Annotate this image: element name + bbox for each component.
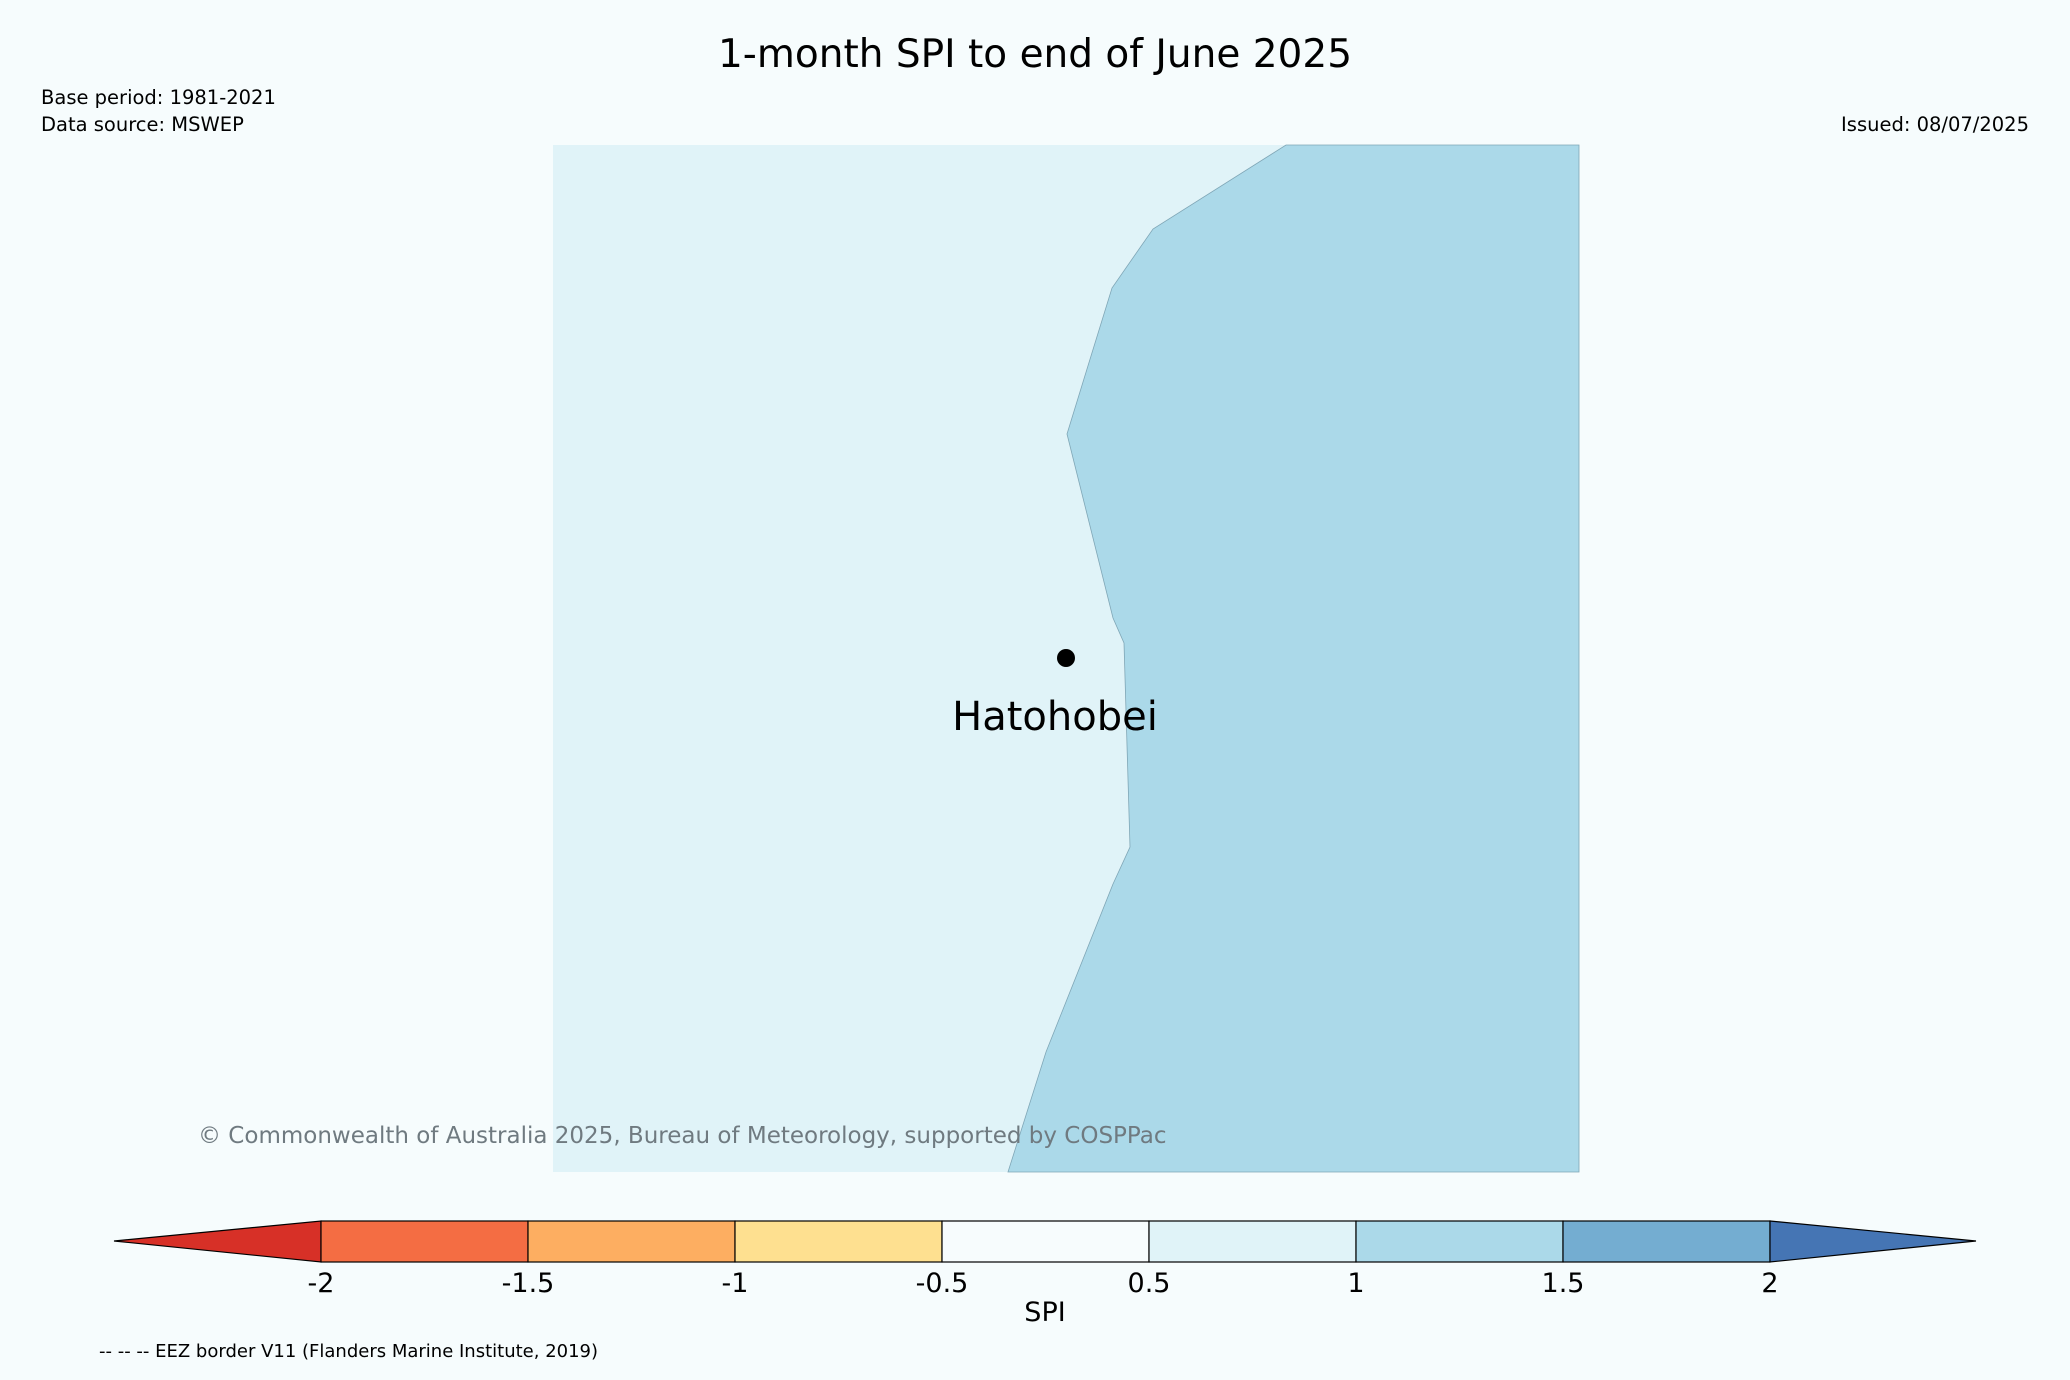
place-label: Hatohobei: [952, 694, 1158, 740]
colorbar-tick-label: -0.5: [915, 1268, 969, 1299]
colorbar-segment: [1148, 1220, 1357, 1263]
colorbar-tick-label: -2: [307, 1268, 335, 1299]
colorbar-tick-label: 0.5: [1127, 1268, 1171, 1299]
colorbar-segment: [734, 1220, 943, 1263]
base-period-text: Base period: 1981-2021: [41, 86, 276, 109]
eez-footnote: -- -- -- EEZ border V11 (Flanders Marine…: [99, 1341, 599, 1362]
colorbar-tick-label: -1.5: [501, 1268, 555, 1299]
colorbar-tick-label: -1: [721, 1268, 749, 1299]
copyright-text: © Commonwealth of Australia 2025, Bureau…: [198, 1123, 1167, 1149]
data-source-text: Data source: MSWEP: [41, 113, 244, 136]
map-region-dark: [1007, 144, 1580, 1173]
location-marker: [1057, 649, 1075, 667]
issued-date-text: Issued: 08/07/2025: [1841, 113, 2029, 136]
colorbar-tick-label: 1.5: [1541, 1268, 1585, 1299]
colorbar-tick-label: 1: [1347, 1268, 1365, 1299]
colorbar-segment: [1562, 1220, 1771, 1263]
colorbar-segment: [1355, 1220, 1564, 1263]
colorbar: [113, 1220, 1977, 1263]
map-title: 1-month SPI to end of June 2025: [717, 32, 1353, 77]
metadata-block: Base period: 1981-2021 Data source: MSWE…: [41, 84, 276, 138]
colorbar-segment: [113, 1220, 322, 1263]
colorbar-tick-label: 2: [1761, 1268, 1779, 1299]
colorbar-segment: [527, 1220, 736, 1263]
colorbar-segment: [320, 1220, 529, 1263]
colorbar-title: SPI: [1024, 1297, 1066, 1328]
colorbar-segment: [941, 1220, 1150, 1263]
colorbar-segment: [1769, 1220, 1977, 1263]
